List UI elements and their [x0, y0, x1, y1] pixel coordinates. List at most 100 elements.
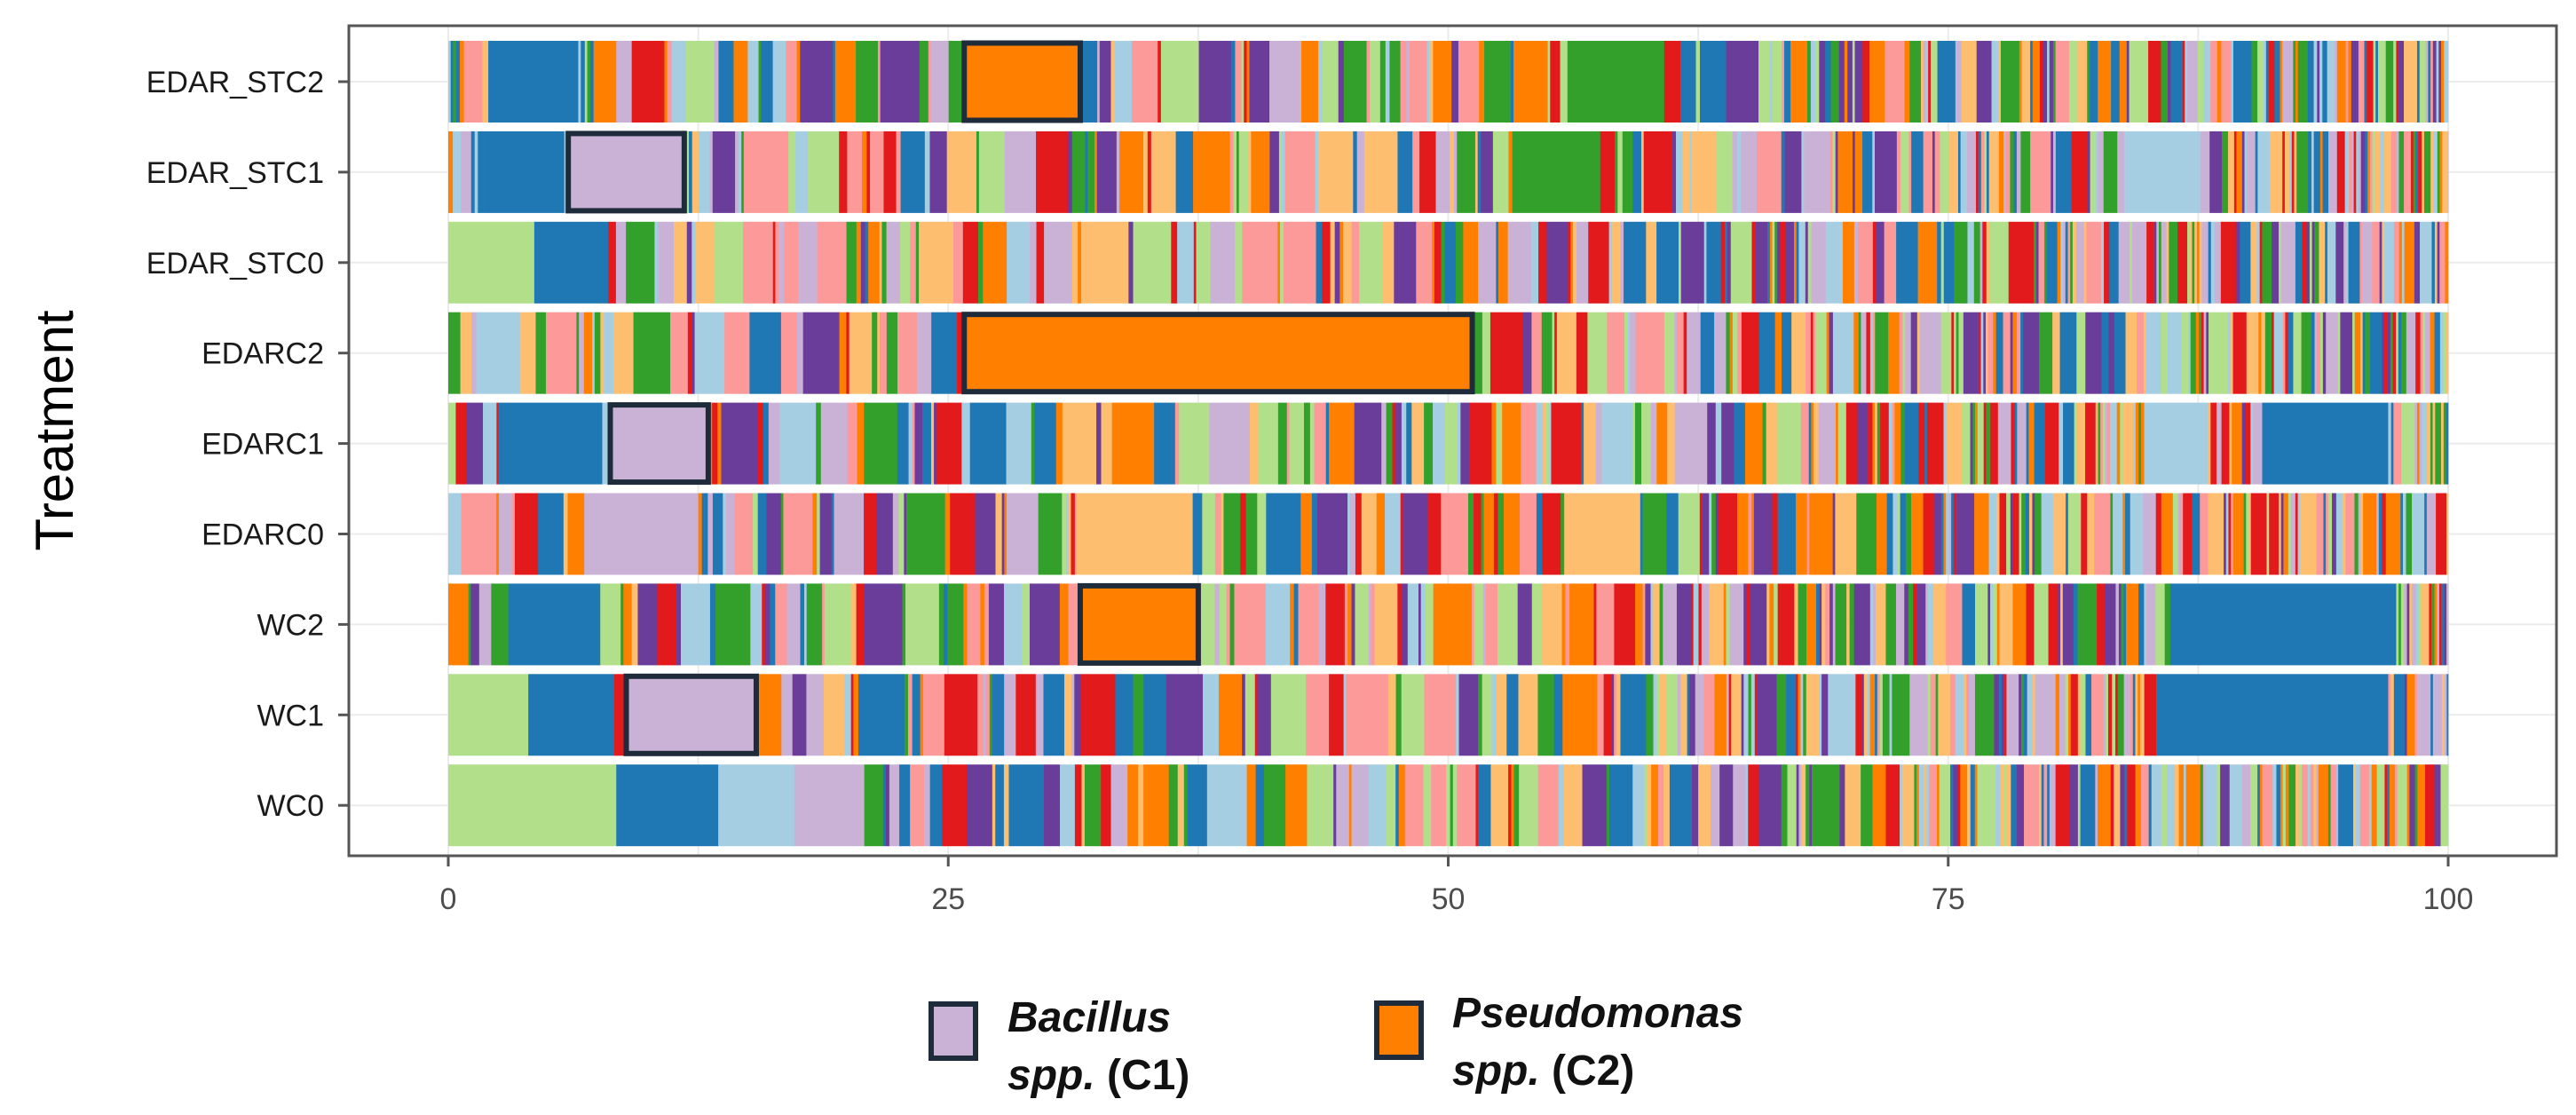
bar-segment: [1721, 402, 1734, 485]
bar-segment: [2340, 312, 2353, 394]
bar-segment: [881, 221, 887, 304]
bar-segment: [1079, 41, 1098, 123]
bar-segment: [2426, 493, 2437, 575]
bar-segment: [930, 41, 949, 123]
bar-segment: [1975, 402, 1979, 485]
bar-segment: [983, 674, 987, 756]
bar-segment: [2372, 221, 2380, 304]
bar-segment: [1872, 221, 1877, 304]
bar-segment: [2183, 764, 2187, 847]
bar-segment: [995, 493, 1002, 575]
bar-segment: [1940, 130, 1949, 213]
bar-segment: [1781, 130, 1785, 213]
bar-segment: [2161, 764, 2168, 847]
bar-segment: [1385, 493, 1402, 575]
bar-segment: [2337, 312, 2341, 394]
bar-segment: [1726, 41, 1759, 123]
bar-segment: [780, 493, 784, 575]
bar-segment: [1940, 493, 1944, 575]
bar-segment: [989, 674, 992, 756]
bar-segment: [2264, 41, 2267, 123]
bar-segment: [2446, 312, 2449, 394]
bar-segment: [2435, 402, 2442, 485]
bar-segment: [1171, 221, 1178, 304]
bar-segment: [1762, 402, 1766, 485]
bar-segment: [1608, 221, 1613, 304]
bar-segment: [876, 493, 894, 575]
bar-segment: [1964, 674, 1967, 756]
bar-segment: [2143, 493, 2156, 575]
bar-segment: [1550, 41, 1561, 123]
bar-segment: [1808, 402, 1812, 485]
bar-segment: [2446, 493, 2449, 575]
bar-segment: [1743, 583, 1747, 666]
bar-segment: [2319, 221, 2326, 304]
bar-segment: [1567, 41, 1581, 123]
bar-segment: [667, 41, 672, 123]
bar-segment: [2388, 402, 2391, 485]
bar-segment: [1060, 764, 1076, 847]
bar-segment: [448, 764, 617, 847]
bar-segment: [1730, 221, 1752, 304]
bar-segment: [765, 583, 770, 666]
bar-segment: [2119, 41, 2128, 123]
bar-segment: [1962, 583, 1976, 666]
bar-segment: [2335, 221, 2344, 304]
bar-segment: [944, 493, 951, 575]
bar-segment: [1888, 312, 1900, 394]
bar-segment: [2404, 130, 2412, 213]
bar-segment: [1977, 402, 1985, 485]
bar-segment: [806, 674, 825, 756]
bar-segment: [772, 221, 776, 304]
bar-segment: [1951, 312, 1955, 394]
bar-segment: [1751, 493, 1755, 575]
bar-segment: [1097, 41, 1101, 123]
bar-segment: [2313, 764, 2317, 847]
bar-segment: [2282, 312, 2286, 394]
bar-segment: [1635, 583, 1643, 666]
bar-segment: [2210, 402, 2217, 485]
bar-segment: [2310, 764, 2314, 847]
bar-segment: [2250, 493, 2267, 575]
bar-segment: [1284, 130, 1316, 213]
bar-segment: [1160, 41, 1199, 123]
bar-segment: [2209, 130, 2223, 213]
bar-segment: [1769, 583, 1774, 666]
bar-segment: [1938, 674, 1951, 756]
bar-segment: [476, 312, 521, 394]
bar-segment: [2151, 764, 2162, 847]
bar-segment: [1988, 493, 1997, 575]
bar-segment: [715, 583, 751, 666]
bar-segment: [2039, 312, 2053, 394]
bar-segment: [2003, 312, 2011, 394]
bar-segment: [1096, 130, 1118, 213]
bar-segment: [1620, 674, 1647, 756]
bar-segment: [1004, 493, 1007, 575]
bar-segment: [800, 41, 834, 123]
bar-segment: [1680, 41, 1696, 123]
bar-segment: [1519, 764, 1538, 847]
bar-segment: [592, 312, 596, 394]
bar-segment: [2030, 130, 2051, 213]
highlight-pseudomonas-edar_stc2: [961, 40, 1083, 123]
bar-segment: [2081, 493, 2088, 575]
bar-segment: [2012, 312, 2018, 394]
bar-segment: [1868, 402, 1873, 485]
bar-segment: [1264, 764, 1286, 847]
bar-segment: [1147, 130, 1152, 213]
bar-segment: [2393, 221, 2400, 304]
bar-segment: [978, 130, 1006, 213]
bar-segment: [478, 130, 485, 213]
bar-segment: [2109, 402, 2118, 485]
bar-segment: [1306, 674, 1330, 756]
bar-segment: [2413, 130, 2416, 213]
bar-segment: [846, 221, 857, 304]
bar-segment: [1542, 493, 1561, 575]
bar-segment: [796, 41, 801, 123]
bar-segment: [1084, 764, 1102, 847]
bar-segment: [2416, 402, 2420, 485]
bar-segment: [623, 583, 632, 666]
bar-segment: [1782, 312, 1792, 394]
bar-segment: [538, 493, 565, 575]
bar-segment: [2335, 41, 2338, 123]
